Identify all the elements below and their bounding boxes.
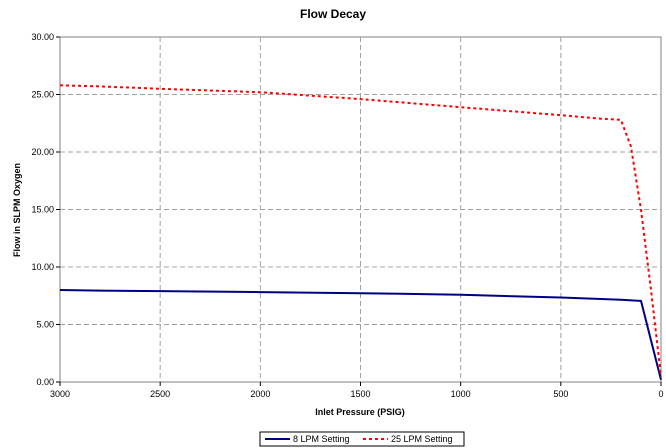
x-tick-label: 1500 (350, 389, 370, 399)
x-tick-label: 3000 (50, 389, 70, 399)
legend-label-8lpm: 8 LPM Setting (293, 434, 350, 444)
chart-title: Flow Decay (300, 7, 366, 21)
series-line-25lpm (59, 84, 662, 377)
x-axis-ticks: 3000 2500 2000 1500 1000 500 0 (50, 382, 664, 399)
x-tick-label: 2000 (250, 389, 270, 399)
y-tick-label: 0.00 (36, 377, 54, 387)
y-tick-label: 10.00 (31, 262, 54, 272)
y-tick-label: 30.00 (31, 32, 54, 42)
y-tick-label: 25.00 (31, 90, 54, 100)
x-tick-label: 2500 (150, 389, 170, 399)
gridlines (60, 37, 661, 382)
x-tick-label: 500 (553, 389, 568, 399)
legend-box (259, 431, 465, 447)
y-tick-label: 5.00 (36, 320, 54, 330)
y-axis-ticks: 0.00 5.00 10.00 15.00 20.00 25.00 30.00 (31, 32, 60, 387)
legend: 8 LPM Setting 25 LPM Setting (259, 431, 465, 447)
y-tick-label: 15.00 (31, 205, 54, 215)
x-tick-label: 0 (658, 389, 663, 399)
legend-label-25lpm: 25 LPM Setting (391, 434, 453, 444)
x-axis-label: Inlet Pressure (PSIG) (315, 407, 405, 417)
y-tick-label: 20.00 (31, 147, 54, 157)
y-axis-label: Flow in SLPM Oxygen (12, 163, 22, 257)
x-tick-label: 1000 (451, 389, 471, 399)
series-line-8lpm (59, 289, 662, 380)
series-layer (59, 84, 662, 380)
